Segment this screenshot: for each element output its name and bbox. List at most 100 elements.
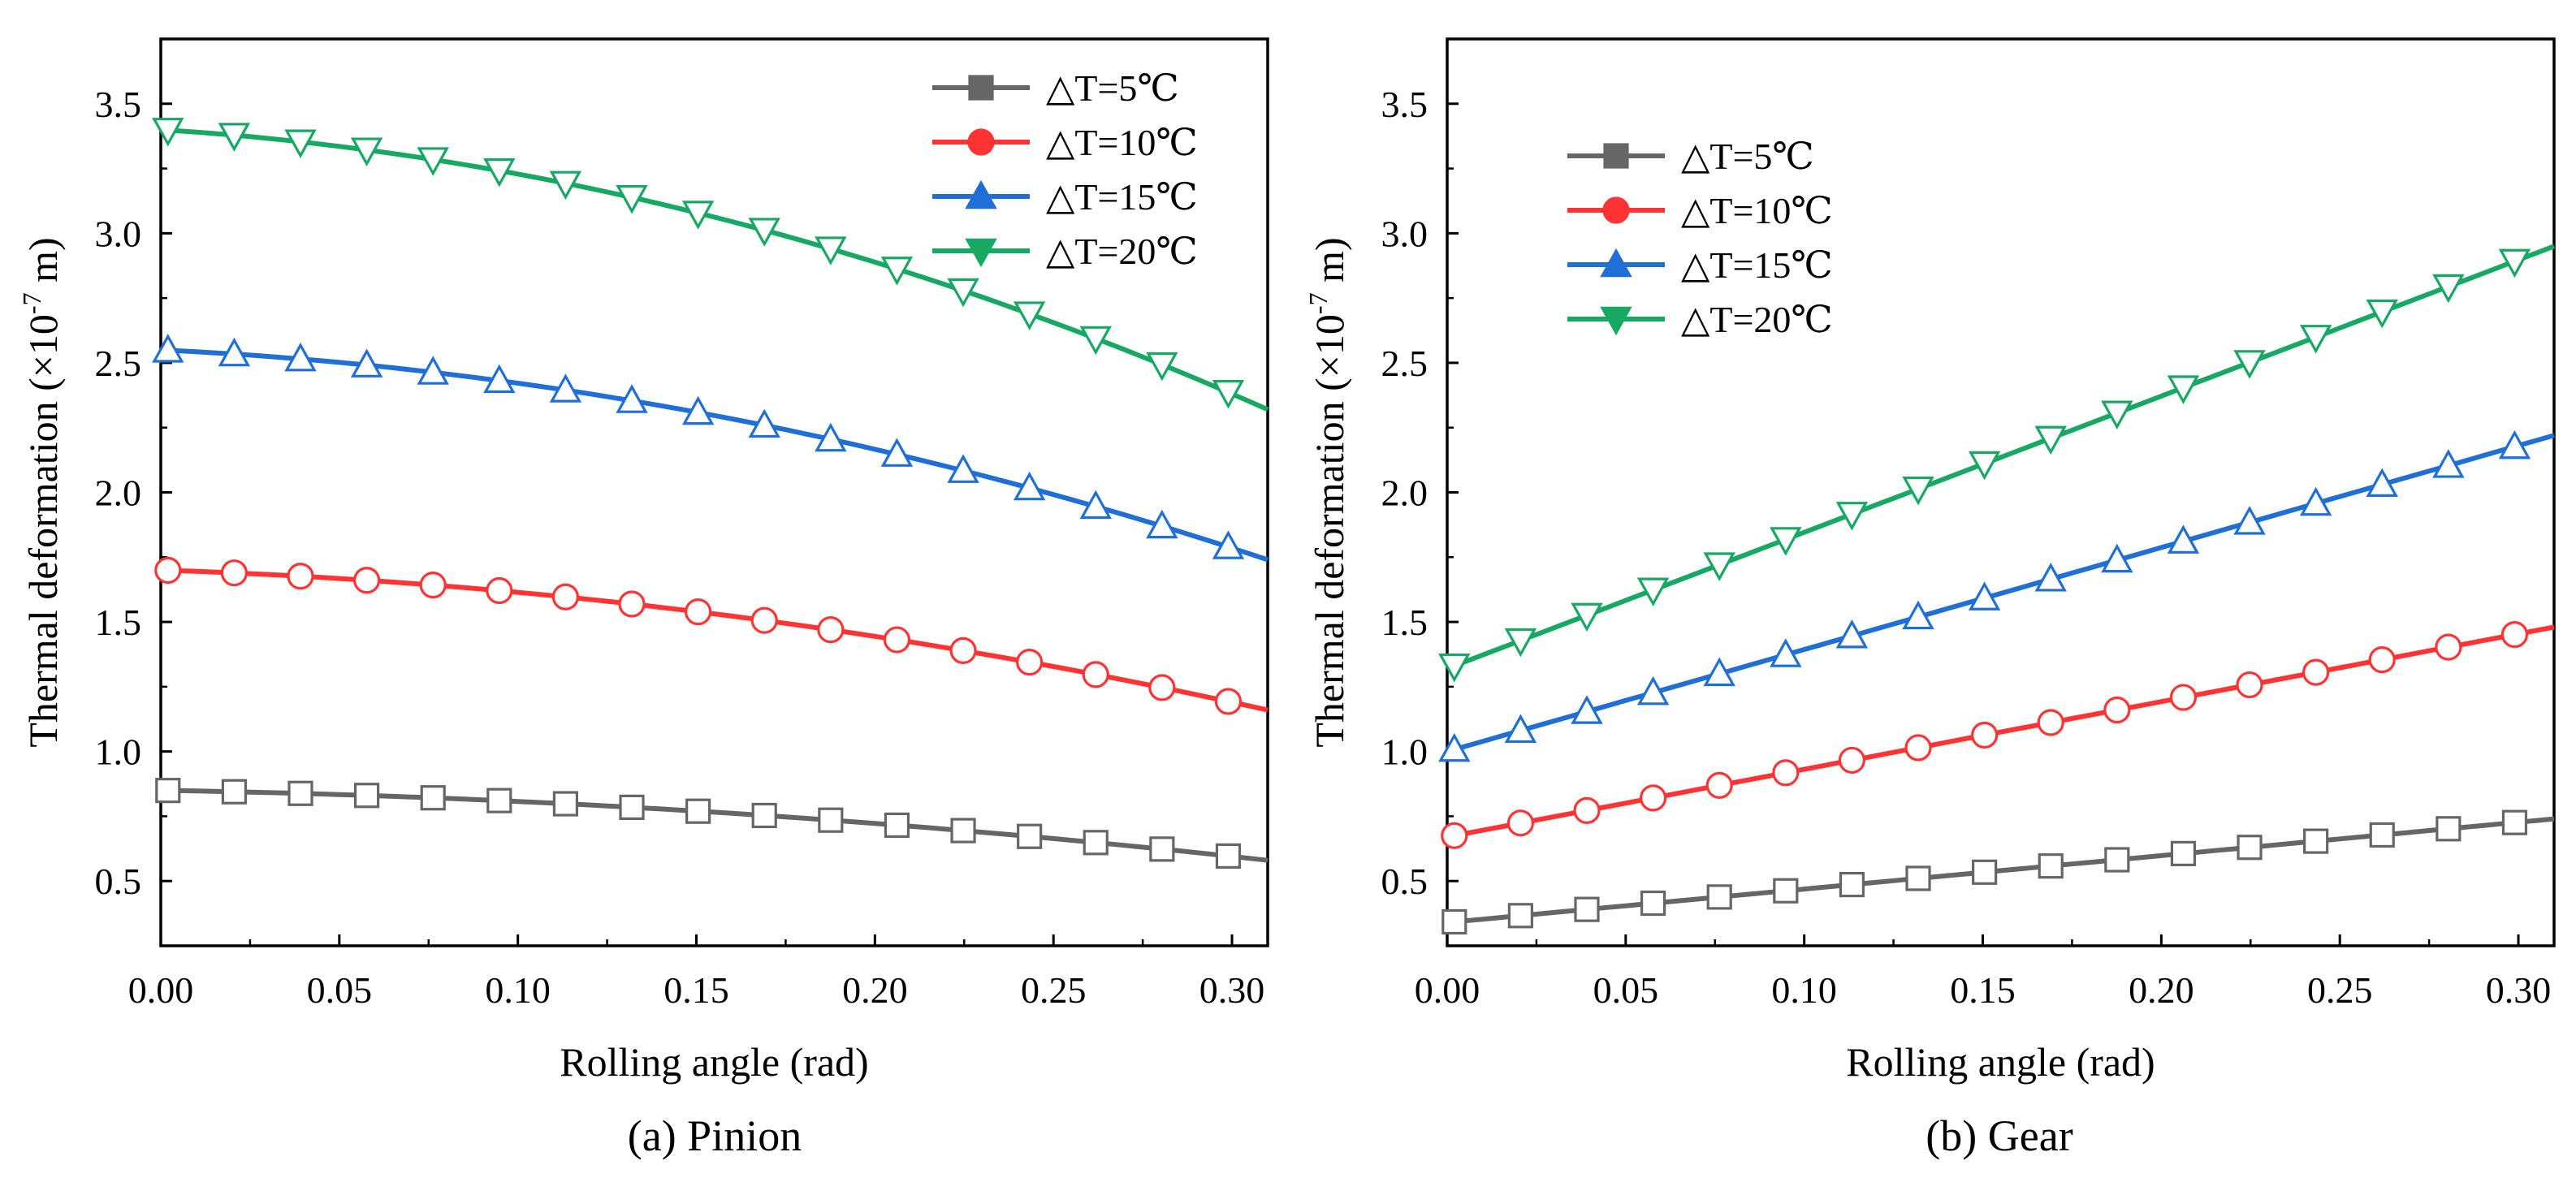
- data-point: [1835, 502, 1869, 531]
- x-tick-label: 0.15: [1950, 969, 2016, 1011]
- data-point: [1905, 865, 1931, 891]
- y-tick-label: 0.5: [1381, 861, 1428, 902]
- data-point: [1703, 657, 1735, 687]
- y-tick-label: 0.5: [95, 861, 142, 902]
- y-tick-label: 3.0: [1381, 213, 1428, 254]
- data-point: [2432, 449, 2465, 478]
- data-point: [2498, 429, 2531, 460]
- x-tick-label: 0.20: [2129, 969, 2194, 1011]
- data-point: [1016, 649, 1044, 676]
- series-line: [1446, 433, 2555, 754]
- data-point: [287, 780, 313, 806]
- legend-label: △T=20℃: [1681, 299, 1833, 340]
- data-point: [1441, 908, 1467, 935]
- data-point: [884, 812, 910, 839]
- data-point: [949, 636, 977, 664]
- series-t15: [152, 334, 1269, 563]
- series-line: [160, 567, 1269, 713]
- data-point: [751, 802, 777, 829]
- legend-marker: [1600, 306, 1632, 336]
- series-line: [160, 347, 1269, 563]
- y-tick-label: 2.0: [95, 472, 142, 514]
- data-point: [420, 785, 446, 811]
- legend-marker: [965, 238, 997, 268]
- data-point: [947, 278, 979, 308]
- data-point: [1705, 771, 1733, 799]
- data-point: [1013, 301, 1046, 330]
- legend-label: △T=5℃: [1681, 136, 1814, 177]
- x-axis-label: Rolling angle (rad): [560, 1039, 868, 1085]
- data-point: [417, 147, 449, 176]
- data-point: [818, 807, 844, 833]
- data-point: [218, 337, 251, 367]
- series-t10: [1441, 621, 2555, 849]
- chart-panel-gear: 0.00 0.05 0.10 0.15 0.20 0.25 0.30 0.5 1.0 1.5 2.0…: [1303, 37, 2556, 1160]
- data-point: [483, 364, 516, 394]
- x-tick-label: 0.30: [1199, 969, 1265, 1011]
- data-point: [685, 798, 711, 824]
- y-axis-label: Thermal deformation (×10-7 m): [17, 237, 66, 747]
- x-tick-label: 0.00: [1415, 969, 1480, 1011]
- data-point: [1083, 830, 1109, 856]
- x-tick-label: 0.05: [1593, 969, 1659, 1011]
- series-t5: [1441, 809, 2555, 935]
- y-axis-label-unit: m): [1307, 237, 1352, 292]
- data-point: [419, 572, 447, 599]
- x-tick-label: 0.10: [1771, 969, 1837, 1011]
- data-point: [1149, 836, 1175, 862]
- data-point: [218, 123, 251, 152]
- data-point: [1971, 721, 1999, 749]
- data-point: [2369, 822, 2395, 848]
- data-point: [817, 616, 845, 644]
- data-point: [1972, 859, 1998, 885]
- x-tick-label: 0.10: [485, 969, 551, 1011]
- data-point: [1835, 619, 1869, 649]
- data-point: [1772, 759, 1800, 787]
- data-point: [154, 556, 182, 585]
- data-point: [1507, 903, 1533, 929]
- data-point: [2034, 563, 2067, 592]
- data-point: [483, 158, 516, 188]
- x-tick-label: 0.30: [2486, 969, 2552, 1011]
- data-point: [1968, 581, 2001, 611]
- legend-label: △T=20℃: [1046, 231, 1198, 272]
- legend-label: △T=15℃: [1681, 244, 1833, 286]
- x-tick-label: 0.25: [1021, 969, 1087, 1011]
- data-point: [2366, 299, 2398, 329]
- data-point: [2103, 696, 2131, 724]
- data-point: [354, 783, 380, 809]
- legend-marker: [1603, 143, 1629, 169]
- series-t10: [154, 556, 1269, 715]
- data-point: [1636, 577, 1670, 607]
- data-point: [1079, 326, 1112, 356]
- data-point: [2299, 325, 2332, 354]
- data-point: [616, 184, 648, 214]
- data-point: [353, 567, 381, 594]
- legend-marker: [967, 128, 995, 156]
- y-tick-label: 1.5: [95, 602, 142, 643]
- x-tick-label: 0.05: [307, 969, 373, 1011]
- legend-label: △T=10℃: [1681, 190, 1833, 231]
- data-point: [1212, 380, 1245, 409]
- legend-label: △T=15℃: [1046, 176, 1198, 218]
- data-point: [1573, 796, 1601, 824]
- data-point: [1640, 784, 1667, 812]
- data-point: [2498, 248, 2531, 278]
- y-tick-label: 3.5: [95, 84, 142, 125]
- data-point: [1146, 352, 1178, 382]
- data-point: [549, 373, 582, 403]
- chart-caption: (b) Gear: [1926, 1111, 2072, 1160]
- data-point: [685, 598, 712, 626]
- data-point: [221, 779, 247, 805]
- data-point: [950, 818, 976, 844]
- data-point: [350, 137, 383, 166]
- data-point: [1214, 688, 1243, 715]
- data-point: [1968, 451, 2001, 481]
- data-point: [2236, 671, 2263, 699]
- data-point: [220, 559, 248, 587]
- data-point: [1212, 530, 1245, 559]
- data-point: [2233, 350, 2266, 379]
- y-tick-label: 3.5: [1381, 84, 1428, 125]
- data-point: [486, 787, 512, 813]
